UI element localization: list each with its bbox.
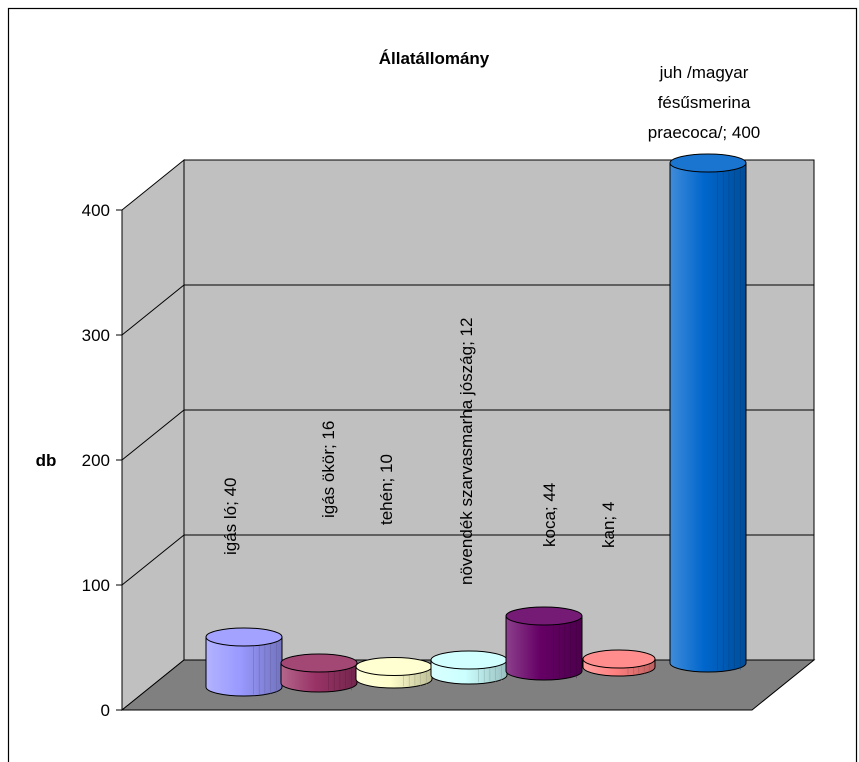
data-label: koca; 44 [540, 483, 559, 547]
y-tick-label: 100 [82, 576, 110, 595]
y-tick-label: 200 [82, 451, 110, 470]
bar-body [205, 636, 283, 697]
bar-top [582, 649, 656, 669]
y-axis: 0 100 200 300 400 [82, 201, 123, 720]
data-label: igás ló; 40 [221, 478, 240, 556]
data-label: igás ökör; 16 [319, 421, 338, 518]
data-label: kan; 4 [599, 502, 618, 548]
gridline-side [121, 534, 185, 586]
bars [205, 153, 747, 697]
data-labels: igás ló; 40 igás ökör; 16 tehén; 10 növendé… [221, 63, 760, 585]
bar [669, 153, 747, 673]
data-label: juh /magyar fésűsmerina praecoca/; 400 [648, 63, 760, 142]
gridline-side [121, 409, 185, 461]
bar-top [280, 653, 358, 673]
bar [280, 653, 358, 693]
bar-top [430, 650, 508, 670]
y-tick-label: 0 [101, 701, 110, 720]
y-axis-title: db [36, 451, 57, 470]
bar-top [355, 657, 433, 676]
bar [582, 649, 656, 677]
gridline-side [121, 284, 185, 336]
y-tick-label: 300 [82, 326, 110, 345]
bar-top [205, 627, 283, 647]
bar-body [505, 615, 583, 681]
bar-top [505, 606, 583, 626]
bar [205, 627, 283, 697]
chart-title: Állatállomány [379, 49, 490, 68]
bar [430, 650, 508, 685]
data-label: tehén; 10 [377, 454, 396, 525]
bar [505, 606, 583, 681]
bar-body [669, 162, 747, 673]
y-tick-label: 400 [82, 201, 110, 220]
bar-top [669, 153, 747, 173]
bar [355, 657, 433, 689]
data-label: növendék szarvasmarha jószág; 12 [457, 318, 476, 585]
